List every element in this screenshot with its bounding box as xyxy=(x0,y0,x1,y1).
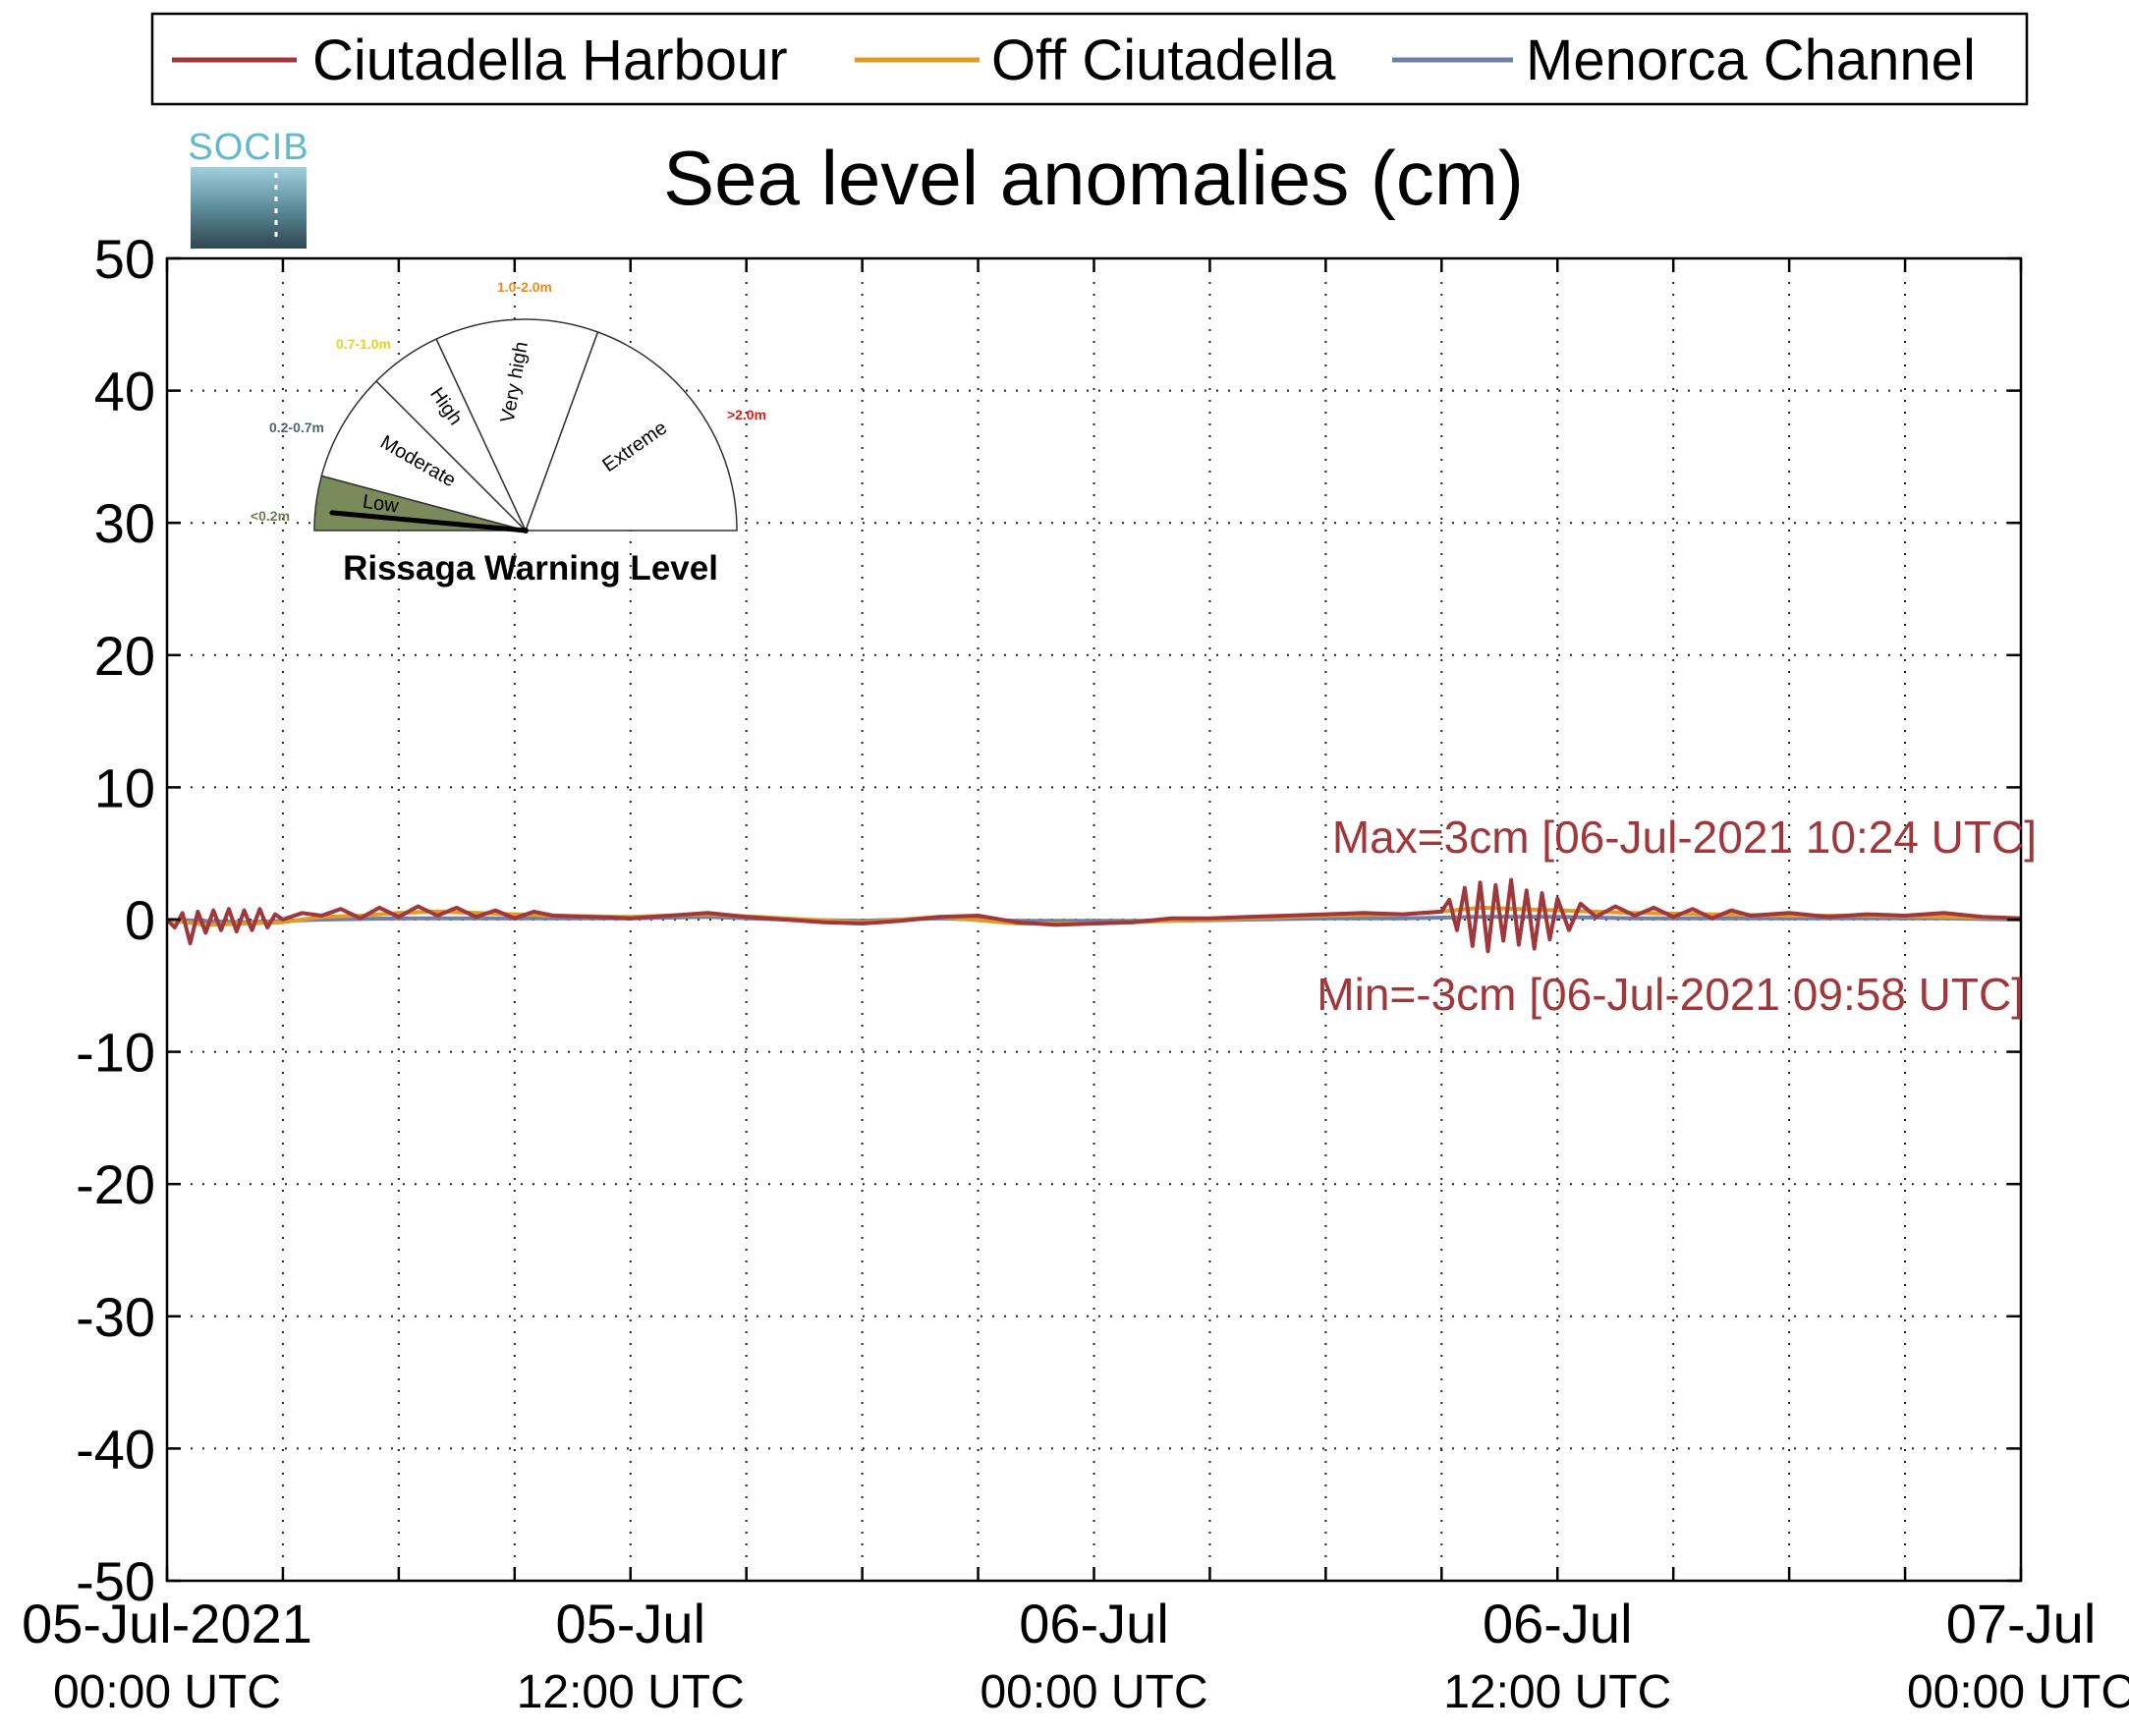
gauge-hub xyxy=(523,528,529,533)
socib-logo: SOCIB xyxy=(188,127,308,249)
logo-text: SOCIB xyxy=(188,127,308,168)
y-tick-label: 0 xyxy=(125,889,155,951)
legend: Ciutadella Harbour Off Ciutadella Menorc… xyxy=(150,12,2029,106)
y-tick-label: -10 xyxy=(76,1022,155,1084)
y-tick-label: 20 xyxy=(94,625,155,687)
gauge-range-label: 1.0-2.0m xyxy=(497,279,552,295)
y-tick-label: 50 xyxy=(94,228,155,290)
gauge-range-label: >2.0m xyxy=(727,407,766,422)
y-tick-label: 30 xyxy=(94,492,155,554)
gauge-sector-moderate xyxy=(320,379,529,532)
x-tick-label-time: 12:00 UTC xyxy=(1443,1666,1671,1718)
y-tick-label: 10 xyxy=(94,756,155,818)
gauge-sector-very-high xyxy=(435,318,599,532)
max-annotation: Max=3cm [06-Jul-2021 10:24 UTC] xyxy=(1332,812,2037,863)
x-tick-label-date: 06-Jul xyxy=(1019,1593,1169,1654)
min-annotation: Min=-3cm [06-Jul-2021 09:58 UTC] xyxy=(1317,969,2024,1020)
x-tick-label-time: 00:00 UTC xyxy=(980,1666,1207,1718)
inset-title: Rissaga Warning Level xyxy=(343,549,718,588)
legend-label-menorca-channel: Menorca Channel xyxy=(1526,28,1976,92)
x-tick-label-time: 00:00 UTC xyxy=(53,1666,281,1718)
legend-label-ciutadella-harbour: Ciutadella Harbour xyxy=(312,28,788,92)
y-tick-label: -40 xyxy=(76,1418,155,1480)
gauge-sector-extreme xyxy=(524,331,738,532)
x-tick-label-date: 06-Jul xyxy=(1483,1593,1633,1654)
gauge-range-label: <0.2m xyxy=(251,508,290,524)
y-tick-label: -30 xyxy=(76,1286,155,1348)
x-tick-label-time: 12:00 UTC xyxy=(517,1666,745,1718)
chart-title: Sea level anomalies (cm) xyxy=(663,135,1524,221)
gauge-sector-label: Low xyxy=(362,491,401,518)
gauge-range-label: 0.7-1.0m xyxy=(336,336,391,352)
x-tick-label-date: 05-Jul-2021 xyxy=(22,1593,312,1654)
logo-water-icon xyxy=(191,167,307,249)
y-tick-label: 40 xyxy=(94,361,155,422)
gauge-needle xyxy=(329,510,529,533)
series-line-ciutadella-harbour xyxy=(165,877,2022,954)
series-line-menorca-channel xyxy=(166,915,2022,924)
legend-label-off-ciutadella: Off Ciutadella xyxy=(991,28,1336,92)
gauge-range-label: 0.2-0.7m xyxy=(269,420,324,435)
y-tick-label: -50 xyxy=(76,1550,155,1612)
x-tick-label-date: 07-Jul xyxy=(1946,1593,2097,1654)
x-tick-label-date: 05-Jul xyxy=(555,1593,705,1654)
y-tick-label: -20 xyxy=(76,1153,155,1215)
series-lines xyxy=(165,877,2022,954)
x-tick-label-time: 00:00 UTC xyxy=(1907,1666,2129,1718)
